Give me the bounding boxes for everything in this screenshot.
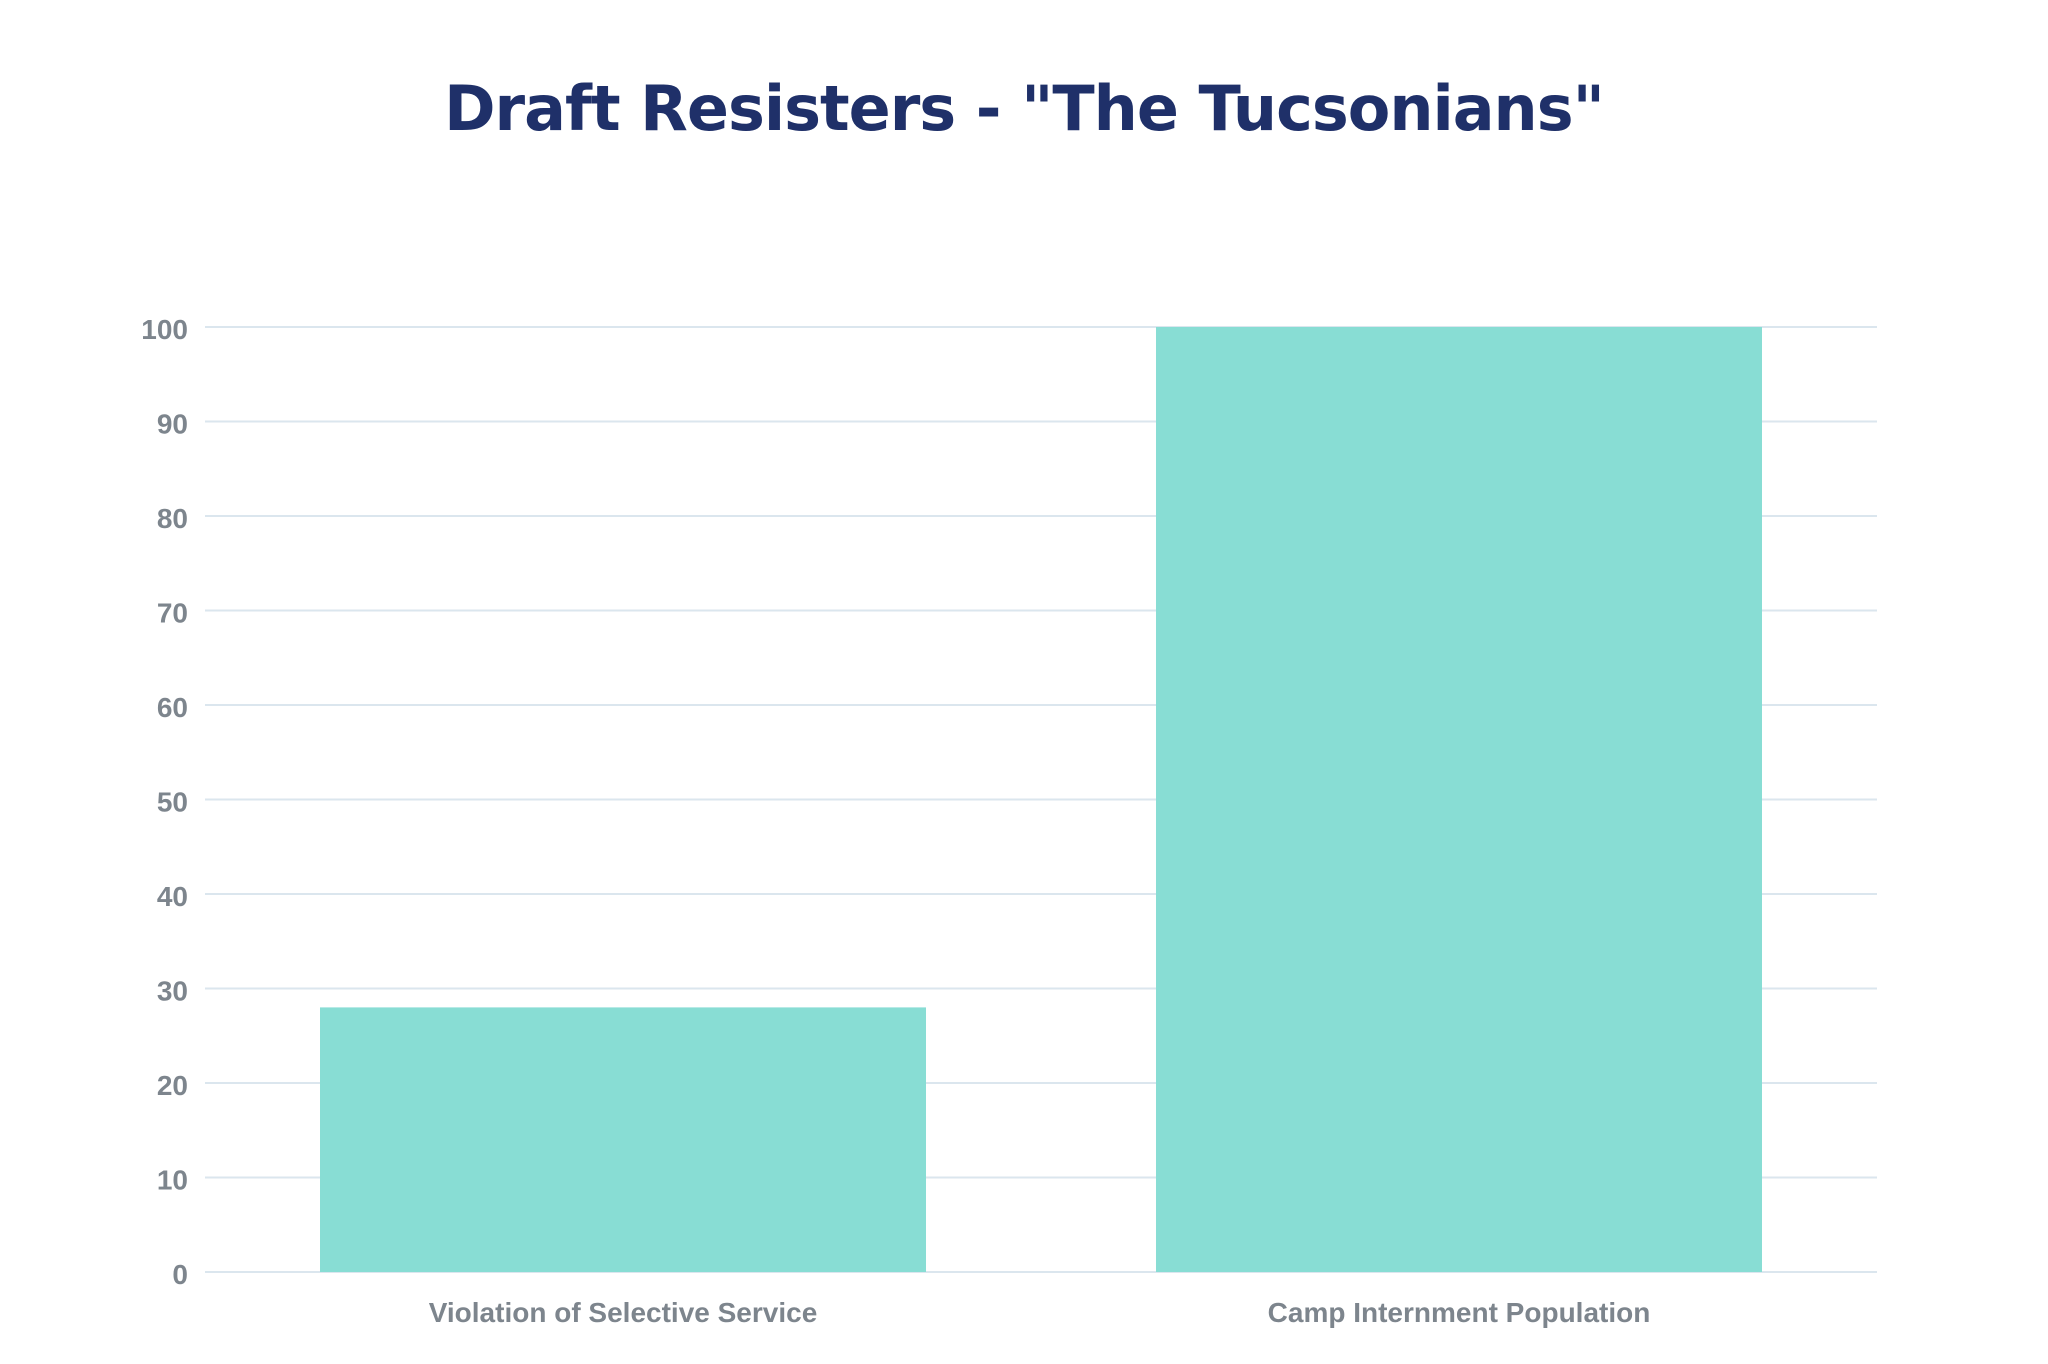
- y-tick-label: 50: [157, 787, 188, 818]
- bars: [320, 327, 1762, 1272]
- y-tick-label: 60: [157, 692, 188, 723]
- x-tick-label: Camp Internment Population: [1268, 1297, 1651, 1328]
- y-tick-label: 30: [157, 976, 188, 1007]
- y-tick-label: 10: [157, 1165, 188, 1196]
- y-tick-label: 0: [172, 1259, 188, 1290]
- x-tick-label: Violation of Selective Service: [429, 1297, 818, 1328]
- x-axis-tick-labels: Violation of Selective Service Camp Inter…: [429, 1297, 1651, 1328]
- y-tick-label: 80: [157, 503, 188, 534]
- bar: [1156, 327, 1762, 1272]
- y-tick-label: 70: [157, 598, 188, 629]
- y-tick-label: 90: [157, 409, 188, 440]
- y-tick-label: 20: [157, 1070, 188, 1101]
- y-axis-tick-labels: 0 10 20 30 40 50 60 70 80 90 100: [141, 314, 188, 1290]
- chart-title: Draft Resisters - "The Tucsonians": [444, 72, 1605, 145]
- y-tick-label: 100: [141, 314, 188, 345]
- bar: [320, 1007, 926, 1272]
- y-tick-label: 40: [157, 881, 188, 912]
